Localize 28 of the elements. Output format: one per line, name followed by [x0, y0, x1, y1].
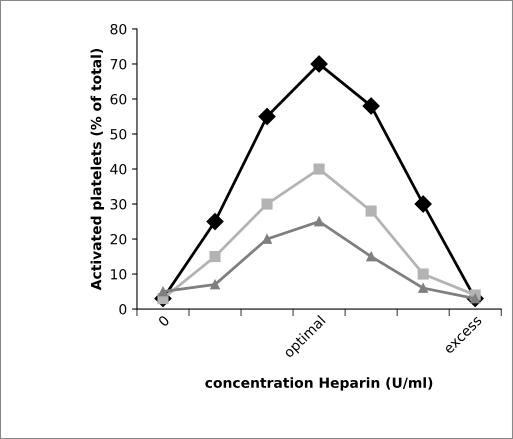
point: [414, 195, 432, 213]
point: [262, 234, 272, 244]
y-tick-label: 50: [110, 128, 126, 140]
y-tick-label: 30: [110, 198, 126, 210]
point: [362, 97, 380, 115]
point: [310, 55, 328, 73]
point: [418, 268, 429, 280]
point: [206, 212, 224, 230]
y-tick-label: 0: [119, 304, 126, 315]
point: [210, 280, 220, 290]
point: [418, 283, 428, 293]
y-tick-label: 60: [110, 94, 126, 104]
point: [158, 286, 168, 296]
point: [209, 250, 221, 262]
y-tick-label: 40: [110, 164, 126, 174]
point: [258, 108, 276, 126]
point: [366, 205, 377, 217]
y-tick-label: 80: [110, 24, 126, 34]
y-tick-label: 10: [111, 269, 126, 280]
point: [261, 198, 273, 210]
x-axis-title: concentration Heparin (U/ml): [205, 377, 432, 391]
point: [314, 163, 325, 175]
point: [314, 216, 324, 226]
point: [366, 252, 376, 262]
x-tick-label: 0: [158, 314, 170, 328]
y-tick-label: 20: [110, 234, 126, 245]
y-tick-label: 70: [110, 58, 126, 70]
y-axis-title: Activated platelets (% of total): [90, 48, 104, 290]
